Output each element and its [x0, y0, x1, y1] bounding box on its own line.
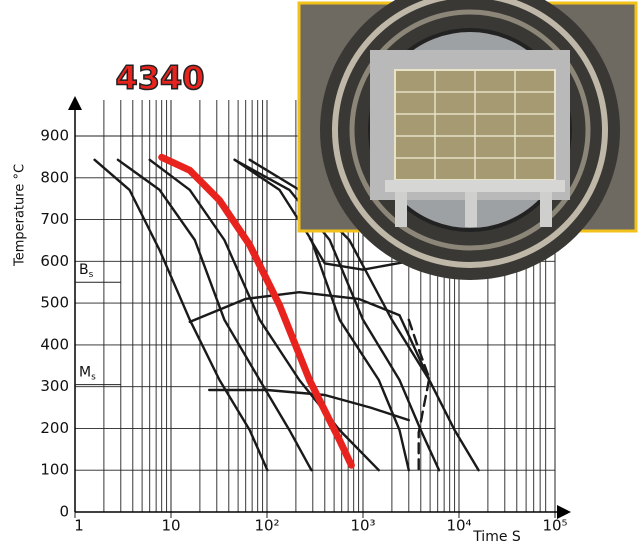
- furnace-photo: [297, 0, 638, 280]
- y-axis-label: Temperature °C: [13, 164, 28, 267]
- y-tick-label: 900: [40, 127, 69, 145]
- y-tick-label: 700: [40, 210, 69, 228]
- y-axis-arrow: [68, 96, 82, 110]
- x-tick-label: 10⁵: [542, 517, 567, 535]
- x-tick-label: 10²: [254, 517, 279, 535]
- x-tick-label: 10³: [350, 517, 375, 535]
- y-tick-label: 400: [40, 335, 69, 353]
- y-tick-label: 100: [40, 461, 69, 479]
- annotation-label: Ms: [79, 365, 96, 383]
- annotation-sub: s: [89, 270, 94, 280]
- transformation-curve: [93, 158, 269, 472]
- transformation-curve: [208, 388, 410, 422]
- cooling-curve: [158, 153, 355, 469]
- x-tick-label: 10⁴: [446, 517, 471, 535]
- transformation-curve: [407, 318, 431, 472]
- chart-title: 4340: [115, 59, 204, 97]
- y-tick-label: 300: [40, 377, 69, 395]
- y-tick-label: 800: [40, 168, 69, 186]
- transformation-curve: [233, 158, 410, 472]
- x-axis-arrow: [557, 505, 571, 519]
- annotation-label: Bs: [79, 262, 94, 280]
- annotation-main: B: [79, 262, 89, 278]
- x-axis-label: Time S: [472, 529, 521, 545]
- x-tick-label: 1: [74, 517, 84, 535]
- y-tick-label: 0: [59, 503, 69, 521]
- annotation-main: M: [79, 365, 91, 381]
- y-tick-label: 500: [40, 294, 69, 312]
- transformation-curve: [233, 158, 441, 472]
- x-tick-label: 10: [161, 517, 180, 535]
- y-tick-label: 200: [40, 419, 69, 437]
- annotation-sub: s: [91, 372, 96, 382]
- transformation-curve: [116, 158, 313, 472]
- transformation-curve: [148, 158, 380, 472]
- transformation-curve: [188, 291, 431, 382]
- y-tick-label: 600: [40, 252, 69, 270]
